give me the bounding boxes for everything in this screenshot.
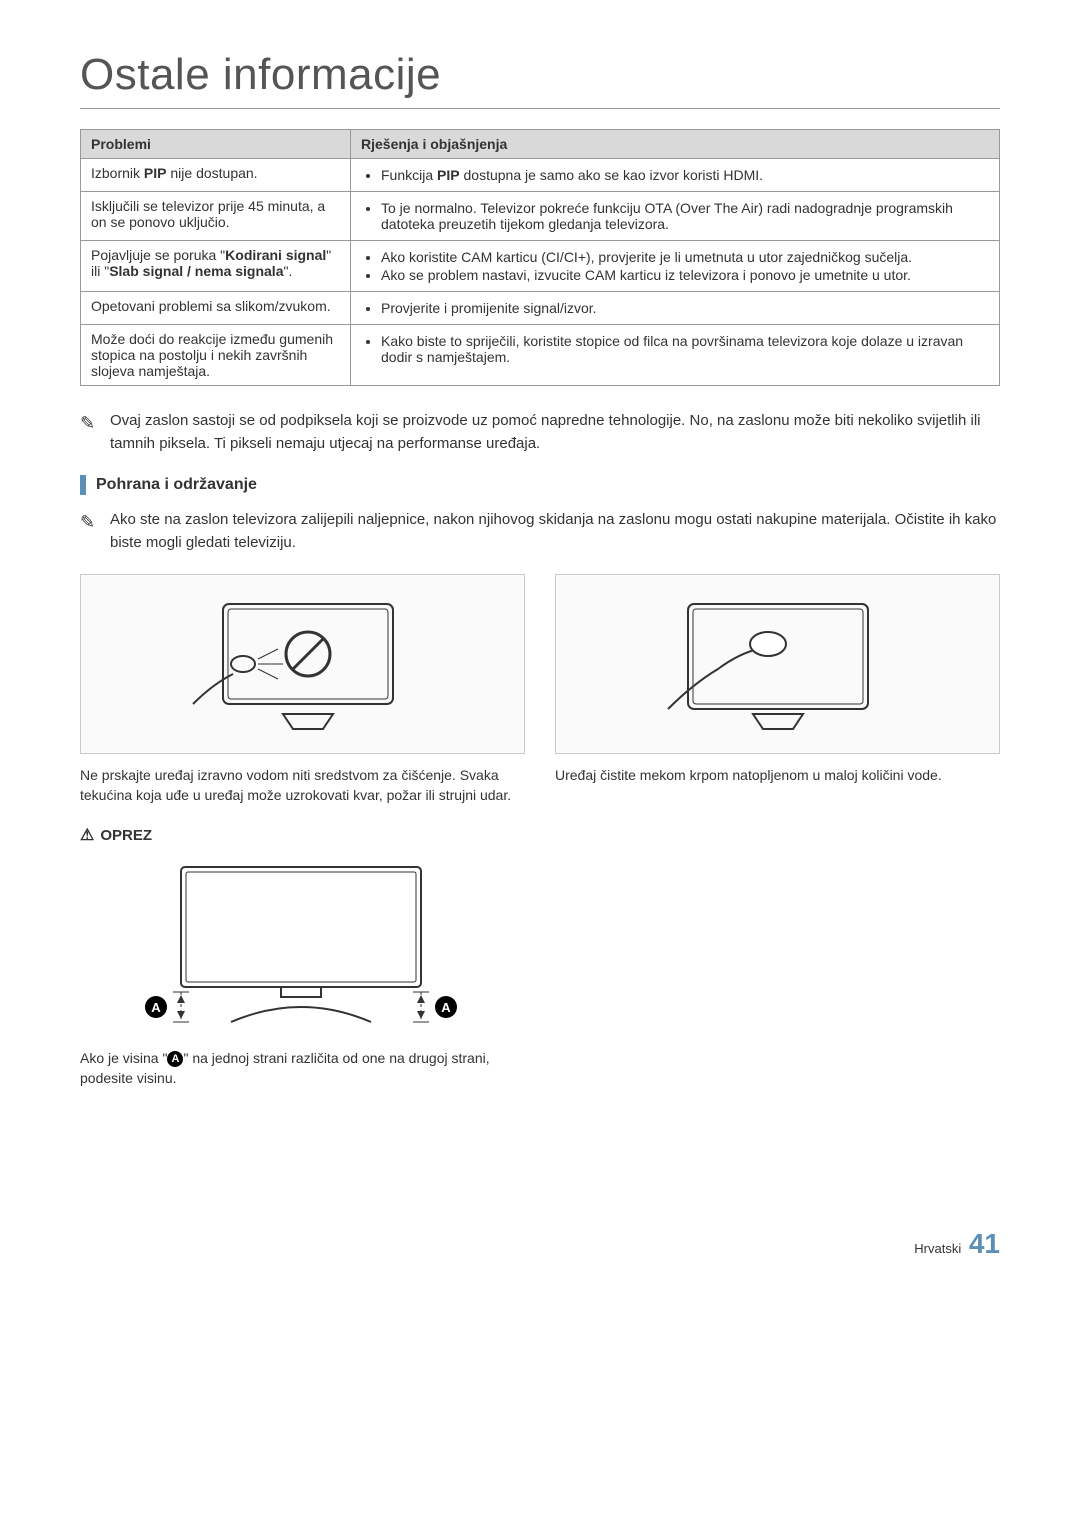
section-title: Pohrana i održavanje (96, 476, 257, 494)
solution-item: Kako biste to spriječili, koristite stop… (381, 333, 989, 365)
maintenance-images: Ne prskajte uređaj izravno vodom niti sr… (80, 574, 1000, 805)
caption-left: Ne prskajte uređaj izravno vodom niti sr… (80, 766, 525, 805)
oprez-block: A A Ako je visina "A" na jednoj strani r… (80, 857, 522, 1088)
section-bar (80, 475, 86, 495)
solution-item: Funkcija PIP dostupna je samo ako se kao… (381, 167, 989, 183)
caption-right: Uređaj čistite mekom krpom natopljenom u… (555, 766, 1000, 786)
col-right: Uređaj čistite mekom krpom natopljenom u… (555, 574, 1000, 805)
note-pixels: ✎ Ovaj zaslon sastoji se od podpiksela k… (80, 410, 1000, 455)
th-solution: Rješenja i objašnjenja (351, 130, 1000, 159)
solution-item: Ako se problem nastavi, izvucite CAM kar… (381, 267, 989, 283)
illustration-soft-cloth (555, 574, 1000, 754)
warning-icon: ⚠ (80, 825, 94, 845)
solution-cell: To je normalno. Televizor pokreće funkci… (351, 192, 1000, 241)
solution-cell: Kako biste to spriječili, koristite stop… (351, 325, 1000, 386)
problem-cell: Izbornik PIP nije dostupan. (81, 159, 351, 192)
problem-cell: Opetovani problemi sa slikom/zvukom. (81, 292, 351, 325)
table-row: Izbornik PIP nije dostupan. Funkcija PIP … (81, 159, 1000, 192)
solution-item: To je normalno. Televizor pokreće funkci… (381, 200, 989, 232)
page-footer: Hrvatski 41 (80, 1228, 1000, 1260)
oprez-caption: Ako je visina "A" na jednoj strani razli… (80, 1049, 522, 1088)
illustration-height-adjust: A A (80, 857, 522, 1037)
oprez-caption-pre: Ako je visina " (80, 1050, 167, 1066)
note-icon: ✎ (80, 509, 95, 536)
page-title: Ostale informacije (80, 50, 1000, 109)
table-row: Opetovani problemi sa slikom/zvukom. Prov… (81, 292, 1000, 325)
table-row: Isključili se televizor prije 45 minuta,… (81, 192, 1000, 241)
solution-item: Ako koristite CAM karticu (CI/CI+), prov… (381, 249, 989, 265)
note-text-2: Ako ste na zaslon televizora zalijepili … (110, 511, 996, 551)
solution-cell: Provjerite i promijenite signal/izvor. (351, 292, 1000, 325)
oprez-heading: ⚠ OPREZ (80, 825, 1000, 845)
problem-cell: Isključili se televizor prije 45 minuta,… (81, 192, 351, 241)
solution-item: Provjerite i promijenite signal/izvor. (381, 300, 989, 316)
page-number: 41 (969, 1228, 1000, 1259)
note-text-1: Ovaj zaslon sastoji se od podpiksela koj… (110, 412, 980, 452)
problem-cell: Može doći do reakcije između gumenih sto… (81, 325, 351, 386)
problem-cell: Pojavljuje se poruka "Kodirani signal" i… (81, 241, 351, 292)
section-heading: Pohrana i održavanje (80, 475, 1000, 495)
note-stickers: ✎ Ako ste na zaslon televizora zalijepil… (80, 509, 1000, 554)
th-problem: Problemi (81, 130, 351, 159)
svg-text:A: A (441, 1000, 451, 1015)
svg-text:A: A (151, 1000, 161, 1015)
table-row: Može doći do reakcije između gumenih sto… (81, 325, 1000, 386)
troubleshoot-table: Problemi Rješenja i objašnjenja Izbornik… (80, 129, 1000, 386)
table-row: Pojavljuje se poruka "Kodirani signal" i… (81, 241, 1000, 292)
footer-lang: Hrvatski (914, 1241, 961, 1256)
illustration-no-spray (80, 574, 525, 754)
note-icon: ✎ (80, 410, 95, 437)
solution-cell: Ako koristite CAM karticu (CI/CI+), prov… (351, 241, 1000, 292)
solution-cell: Funkcija PIP dostupna je samo ako se kao… (351, 159, 1000, 192)
a-badge-icon: A (167, 1051, 183, 1067)
oprez-label: OPREZ (100, 827, 152, 844)
col-left: Ne prskajte uređaj izravno vodom niti sr… (80, 574, 525, 805)
